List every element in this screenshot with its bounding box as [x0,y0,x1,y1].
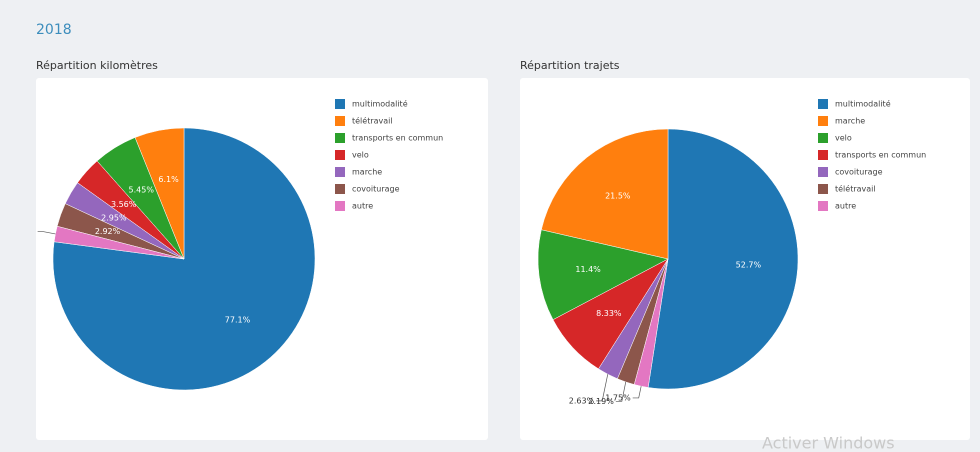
legend-swatch [335,201,345,211]
legend-label: marche [835,117,865,126]
legend-swatch [335,133,345,143]
slice-label: 2.19% [588,397,614,406]
legend-label: velo [835,134,852,143]
legend-swatch [818,184,828,194]
legend-label: transports en commun [352,134,443,143]
pie-slice [52,127,316,391]
year-title: 2018 [36,22,72,38]
legend-label: covoiturage [835,168,883,177]
leader-line [632,386,642,399]
slice-label: 2.92% [95,227,121,236]
chart: 52.7% 21.5% 11.4% 8.33% 2.63%2.19%1.75% [537,128,799,406]
legend-label: multimodalité [352,99,408,109]
pie-slice [537,229,669,321]
leader-line [596,374,609,402]
legend-swatch [335,184,345,194]
pie-slice [647,128,799,390]
slice-label: 52.7% [736,261,762,270]
pie-slice [541,128,669,260]
legend-swatch [818,133,828,143]
legend-label: covoiturage [352,185,400,194]
legend-swatch [818,99,828,109]
legend-label: autre [352,202,373,211]
leader-line [615,381,627,402]
legend-label: transports en commun [835,151,926,160]
slice-label: 77.1% [225,316,251,325]
slice-label: 8.33% [596,309,622,318]
legend-swatch [818,167,828,177]
slice-label: 21.5% [605,191,631,200]
legend-swatch [335,99,345,109]
legend-swatch [818,116,828,126]
chart-title: Répartition trajets [520,59,620,72]
legend-label: multimodalité [835,99,891,109]
leader-line [37,231,56,235]
legend-swatch [335,167,345,177]
legend-swatch [818,201,828,211]
chart-title: Répartition kilomètres [36,59,158,72]
legend-label: télétravail [835,184,876,194]
chart: 77.1% 6.1%5.45% 3.56% 2.95% 2.92% 1.92% [10,127,316,391]
legend-swatch [335,116,345,126]
legend-swatch [818,150,828,160]
legend-swatch [335,150,345,160]
watermark: Activer Windows [762,434,895,452]
slice-label: 2.95% [101,214,127,223]
slice-label: 1.92% [10,227,36,236]
legend-label: télétravail [352,116,393,126]
slice-label: 5.45% [129,185,155,194]
legend-label: autre [835,202,856,211]
slice-label: 2.63% [569,396,595,405]
slice-label: 11.4% [575,265,601,274]
legend-label: marche [352,168,382,177]
slice-label: 3.56% [111,200,137,209]
slice-label: 1.75% [605,393,631,402]
slice-label: 6.1% [158,175,179,184]
legend-label: velo [352,151,369,160]
